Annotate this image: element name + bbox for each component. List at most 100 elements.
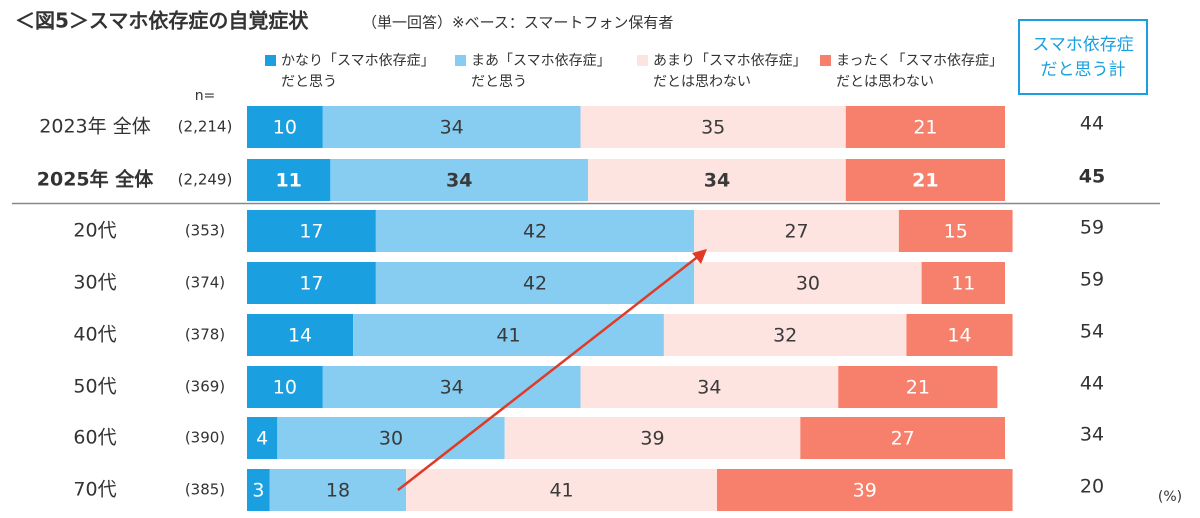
legend-swatch [820, 55, 831, 66]
bar-segment [716, 469, 1013, 511]
value-label: 10 [273, 377, 297, 399]
value-label: 34 [446, 170, 472, 192]
total-label: 59 [1080, 269, 1104, 291]
bar-segment [247, 314, 354, 356]
bar-segment [330, 159, 589, 201]
bar-segment [322, 366, 581, 408]
bar-segment [694, 262, 922, 304]
n-label: (378) [185, 326, 225, 344]
value-label: 11 [951, 273, 975, 295]
n-label: (385) [185, 481, 225, 499]
value-label: 39 [640, 428, 664, 450]
bar-segment [898, 210, 1013, 252]
value-label: 35 [701, 117, 725, 139]
legend-swatch [455, 55, 466, 66]
legend-swatch [637, 55, 648, 66]
bar-segment [694, 210, 899, 252]
value-label: 27 [891, 428, 915, 450]
bar-segment [800, 417, 1005, 459]
legend-label: まあ「スマホ依存症」だと思う [471, 53, 611, 90]
total-label: 59 [1080, 217, 1104, 239]
bar-segment [322, 106, 581, 148]
category-label: 20代 [73, 220, 116, 242]
value-label: 14 [288, 325, 312, 347]
value-label: 21 [913, 117, 937, 139]
trend-arrowhead [692, 249, 707, 264]
value-label: 14 [947, 325, 971, 347]
bar-segment [353, 314, 664, 356]
total-header-box [1018, 19, 1148, 95]
value-label: 15 [944, 221, 968, 243]
value-label: 17 [299, 221, 323, 243]
n-label: (2,214) [178, 118, 233, 136]
category-label: 2025年 全体 [37, 168, 154, 191]
value-label: 39 [853, 480, 877, 502]
value-label: 27 [784, 221, 808, 243]
value-label: 32 [773, 325, 797, 347]
value-label: 11 [275, 170, 301, 192]
bar-segment [580, 366, 839, 408]
bar-segment [247, 366, 323, 408]
value-label: 30 [796, 273, 820, 295]
bar-segment [845, 159, 1005, 201]
value-label: 34 [704, 170, 730, 192]
bar-segment [845, 106, 1005, 148]
value-label: 34 [697, 377, 721, 399]
bar-segment [247, 417, 278, 459]
total-header-line: スマホ依存症 [1032, 35, 1134, 55]
bar-segment [580, 106, 846, 148]
total-label: 44 [1080, 373, 1104, 395]
n-label: (369) [185, 378, 225, 396]
legend-label: あまり「スマホ依存症」だとは思わない [653, 53, 807, 90]
bar-segment [406, 469, 717, 511]
total-label: 34 [1080, 424, 1104, 446]
n-label: (390) [185, 429, 225, 447]
bar-segment [247, 159, 331, 201]
total-label: 45 [1079, 166, 1105, 188]
bar-segment [921, 262, 1005, 304]
category-label: 30代 [73, 272, 116, 294]
value-label: 10 [273, 117, 297, 139]
bar-segment [504, 417, 801, 459]
legend-label: かなり「スマホ依存症」だと思う [281, 53, 435, 90]
value-label: 34 [440, 117, 464, 139]
value-label: 4 [256, 428, 268, 450]
total-label: 20 [1080, 476, 1104, 498]
value-label: 30 [379, 428, 403, 450]
category-label: 40代 [73, 324, 116, 346]
bar-segment [838, 366, 998, 408]
category-label: 50代 [73, 376, 116, 398]
unit-label: (%) [1158, 489, 1182, 505]
bar-segment [588, 159, 846, 201]
value-label: 42 [523, 273, 547, 295]
value-label: 41 [549, 480, 573, 502]
bar-segment [375, 262, 695, 304]
trend-arrow [397, 254, 701, 491]
bar-segment [269, 469, 407, 511]
value-label: 42 [523, 221, 547, 243]
total-label: 54 [1080, 321, 1104, 343]
category-label: 70代 [73, 479, 116, 501]
n-header: n= [195, 88, 216, 104]
category-label: 60代 [73, 427, 116, 449]
bar-segment [663, 314, 907, 356]
value-label: 41 [496, 325, 520, 347]
value-label: 3 [252, 480, 264, 502]
legend-label: まったく「スマホ依存症」だとは思わない [836, 53, 1003, 90]
bar-segment [247, 262, 376, 304]
n-label: (374) [185, 274, 225, 292]
chart-title: ＜図5＞スマホ依存症の自覚症状 [15, 9, 309, 33]
legend-swatch [265, 55, 276, 66]
value-label: 18 [326, 480, 350, 502]
chart-subtitle: （単一回答）※ベース：スマートフォン保有者 [362, 14, 673, 32]
bar-segment [375, 210, 695, 252]
bar-segment [247, 106, 323, 148]
total-header-line: だと思う計 [1041, 60, 1126, 80]
value-label: 21 [912, 170, 938, 192]
value-label: 34 [440, 377, 464, 399]
value-label: 21 [906, 377, 930, 399]
n-label: (353) [185, 222, 225, 240]
category-label: 2023年 全体 [39, 116, 150, 138]
bar-segment [247, 469, 270, 511]
